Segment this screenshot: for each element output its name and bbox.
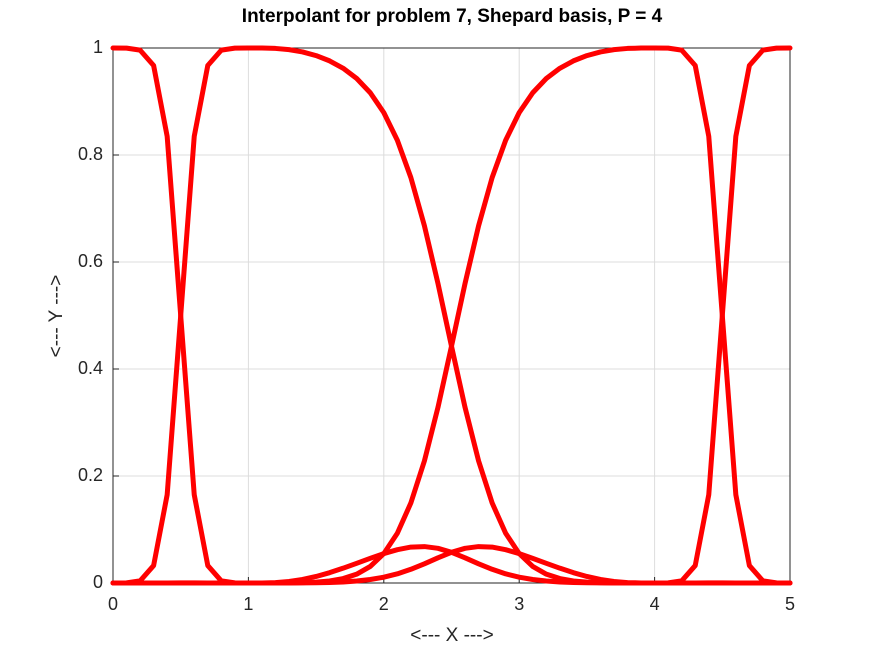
x-tick-label: 1 bbox=[243, 594, 253, 614]
y-tick-label: 0.8 bbox=[78, 144, 103, 164]
x-tick-label: 5 bbox=[785, 594, 795, 614]
y-tick-label: 0 bbox=[93, 572, 103, 592]
plot-frame bbox=[112, 47, 791, 584]
x-axis-label: <--- X ---> bbox=[410, 625, 493, 646]
chart-title: Interpolant for problem 7, Shepard basis… bbox=[242, 6, 663, 27]
x-tick-label: 3 bbox=[514, 594, 524, 614]
series-line bbox=[110, 45, 793, 586]
x-tick-label: 0 bbox=[108, 594, 118, 614]
x-tick-label: 4 bbox=[650, 594, 660, 614]
y-tick-label: 1 bbox=[93, 37, 103, 57]
y-tick-label: 0.4 bbox=[78, 358, 103, 378]
y-axis-label: <--- Y ---> bbox=[46, 275, 67, 358]
x-tick-label: 2 bbox=[379, 594, 389, 614]
y-tick-label: 0.6 bbox=[78, 251, 103, 271]
y-tick-label: 0.2 bbox=[78, 465, 103, 485]
